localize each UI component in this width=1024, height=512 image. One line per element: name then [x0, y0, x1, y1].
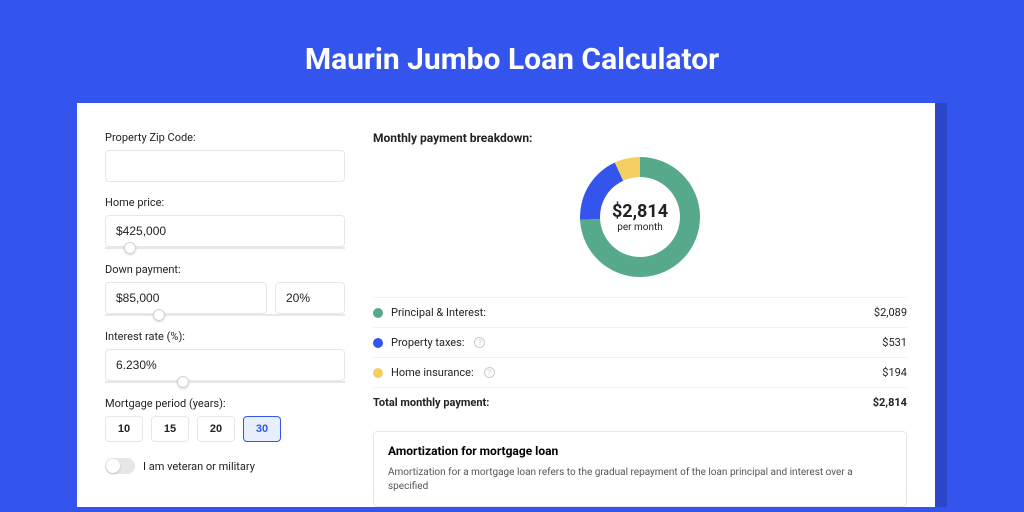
home-price-field-group: Home price: [105, 196, 345, 249]
total-value: $2,814 [873, 396, 907, 409]
down-payment-percent-input[interactable] [275, 282, 345, 314]
legend-label: Property taxes: [391, 336, 464, 349]
legend-label: Principal & Interest: [391, 306, 486, 319]
mortgage-period-option-15[interactable]: 15 [151, 416, 189, 442]
legend-row: Property taxes:? $531 [373, 327, 907, 357]
home-price-input[interactable] [105, 215, 345, 247]
legend-label: Home insurance: [391, 366, 474, 379]
legend: Principal & Interest: $2,089 Property taxe… [373, 297, 907, 387]
legend-value: $194 [882, 366, 907, 379]
donut-center: $2,814 per month [580, 157, 700, 277]
veteran-label: I am veteran or military [143, 460, 255, 473]
down-payment-slider[interactable] [105, 314, 345, 316]
calculator-card: Property Zip Code: Home price: Down paym… [77, 103, 935, 507]
mortgage-period-options: 10 15 20 30 [105, 416, 345, 442]
zip-label: Property Zip Code: [105, 131, 345, 144]
home-price-label: Home price: [105, 196, 345, 209]
legend-row: Home insurance:? $194 [373, 357, 907, 387]
donut-amount: $2,814 [612, 201, 668, 222]
donut-chart: $2,814 per month [580, 157, 700, 277]
interest-rate-slider-thumb[interactable] [177, 376, 189, 388]
amortization-body: Amortization for a mortgage loan refers … [388, 466, 892, 494]
info-icon[interactable]: ? [474, 337, 485, 348]
interest-rate-slider[interactable] [105, 381, 345, 383]
down-payment-amount-input[interactable] [105, 282, 267, 314]
mortgage-period-field-group: Mortgage period (years): 10 15 20 30 [105, 397, 345, 442]
amortization-card: Amortization for mortgage loan Amortizat… [373, 431, 907, 507]
down-payment-field-group: Down payment: [105, 263, 345, 316]
info-icon[interactable]: ? [484, 367, 495, 378]
legend-dot [373, 368, 383, 378]
veteran-toggle-row: I am veteran or military [105, 458, 345, 474]
legend-row: Principal & Interest: $2,089 [373, 297, 907, 327]
interest-rate-input[interactable] [105, 349, 345, 381]
breakdown-title: Monthly payment breakdown: [373, 131, 907, 145]
form-column: Property Zip Code: Home price: Down paym… [105, 131, 345, 507]
mortgage-period-label: Mortgage period (years): [105, 397, 345, 410]
zip-field-group: Property Zip Code: [105, 131, 345, 182]
breakdown-column: Monthly payment breakdown: $2,814 per mo… [373, 131, 907, 507]
legend-value: $531 [882, 336, 907, 349]
legend-dot [373, 338, 383, 348]
card-shadow: Property Zip Code: Home price: Down paym… [77, 103, 947, 507]
interest-rate-field-group: Interest rate (%): [105, 330, 345, 383]
amortization-title: Amortization for mortgage loan [388, 444, 892, 458]
mortgage-period-option-10[interactable]: 10 [105, 416, 143, 442]
mortgage-period-option-20[interactable]: 20 [197, 416, 235, 442]
legend-row-total: Total monthly payment: $2,814 [373, 387, 907, 417]
page-title: Maurin Jumbo Loan Calculator [0, 0, 1024, 103]
legend-value: $2,089 [874, 306, 907, 319]
interest-rate-label: Interest rate (%): [105, 330, 345, 343]
veteran-toggle[interactable] [105, 458, 135, 474]
down-payment-label: Down payment: [105, 263, 345, 276]
down-payment-slider-thumb[interactable] [153, 309, 165, 321]
mortgage-period-option-30[interactable]: 30 [243, 416, 281, 442]
total-label: Total monthly payment: [373, 396, 489, 409]
zip-input[interactable] [105, 150, 345, 182]
home-price-slider[interactable] [105, 247, 345, 249]
donut-wrap: $2,814 per month [373, 157, 907, 277]
home-price-slider-thumb[interactable] [124, 242, 136, 254]
veteran-toggle-knob [106, 459, 120, 473]
legend-dot [373, 308, 383, 318]
donut-sub: per month [617, 222, 663, 233]
